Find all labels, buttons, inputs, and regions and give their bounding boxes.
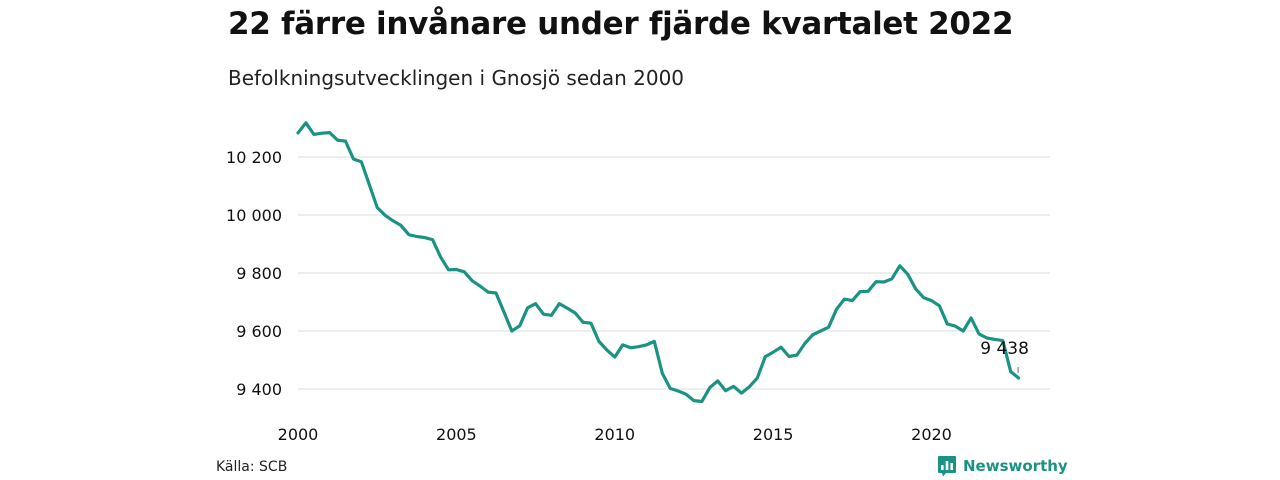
x-tick-label: 2010 bbox=[594, 425, 635, 444]
bar-chart-icon bbox=[938, 456, 956, 477]
x-tick-label: 2015 bbox=[753, 425, 794, 444]
x-tick-label: 2005 bbox=[436, 425, 477, 444]
grid-lines bbox=[298, 156, 1050, 390]
annotation-label: 9 438 bbox=[980, 339, 1029, 359]
series-line bbox=[296, 121, 1021, 404]
y-tick-label: 9 400 bbox=[236, 380, 282, 399]
brand-logo: Newsworthy bbox=[937, 455, 1068, 477]
source-note: Källa: SCB bbox=[216, 459, 288, 475]
chart-title: 22 färre invånare under fjärde kvartalet… bbox=[228, 6, 1014, 42]
x-tick-label: 2000 bbox=[278, 425, 319, 444]
annotations: 9 438 bbox=[980, 339, 1029, 373]
brand-name: Newsworthy bbox=[963, 457, 1068, 475]
chart-subtitle: Befolkningsutvecklingen i Gnosjö sedan 2… bbox=[228, 66, 685, 90]
y-tick-label: 10 200 bbox=[226, 148, 282, 167]
y-tick-label: 10 000 bbox=[226, 206, 282, 225]
series-group bbox=[296, 121, 1021, 404]
x-axis: 2000 2005 2010 2015 2020 bbox=[278, 425, 952, 444]
x-tick-label: 2020 bbox=[911, 425, 952, 444]
y-axis: 9 400 9 600 9 800 10 000 10 200 bbox=[226, 148, 282, 399]
y-tick-label: 9 600 bbox=[236, 322, 282, 341]
y-tick-label: 9 800 bbox=[236, 264, 282, 283]
